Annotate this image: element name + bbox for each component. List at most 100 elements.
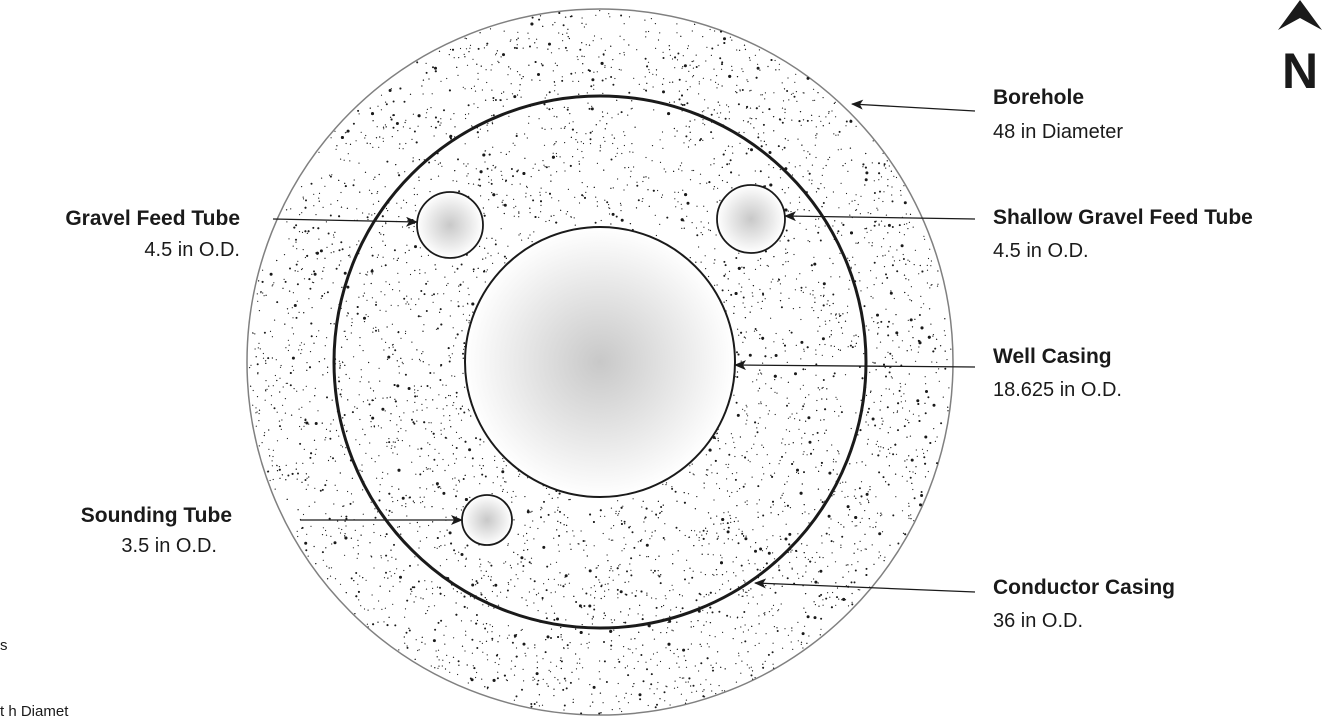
gravel-dot (854, 199, 856, 202)
gravel-dot (772, 500, 774, 503)
gravel-dot (642, 180, 644, 183)
gravel-dot (313, 439, 316, 441)
gravel-dot (806, 454, 808, 456)
gravel-dot (413, 225, 415, 228)
gravel-dot (604, 199, 606, 201)
gravel-dot (558, 32, 560, 34)
gravel-dot (906, 350, 908, 352)
gravel-dot (325, 513, 327, 515)
gravel-dot (453, 57, 455, 59)
gravel-dot (825, 323, 827, 325)
gravel-dot (550, 661, 552, 663)
gravel-dot (837, 230, 840, 233)
gravel-dot (828, 112, 830, 114)
gravel-dot (867, 212, 869, 214)
gravel-dot (751, 670, 754, 672)
gravel-dot (434, 159, 436, 162)
gravel-dot (778, 63, 781, 65)
gravel-dot (918, 420, 921, 422)
gravel-dot (415, 210, 417, 212)
gravel-dot (779, 177, 782, 179)
gravel-dot (372, 399, 374, 401)
gravel-dot (502, 488, 504, 491)
gravel-dot (326, 479, 328, 482)
gravel-dot (723, 42, 726, 44)
gravel-dot (469, 496, 471, 498)
gravel-dot (757, 259, 759, 261)
gravel-dot (744, 410, 746, 412)
gravel-dot (824, 320, 826, 322)
gravel-dot (269, 330, 272, 332)
gravel-dot (454, 375, 456, 377)
gravel-dot (492, 99, 494, 102)
gravel-dot (463, 348, 465, 350)
gravel-dot (377, 329, 380, 331)
gravel-dot (563, 596, 565, 598)
gravel-dot (651, 597, 653, 599)
gravel-dot (632, 652, 634, 654)
gravel-dot (405, 631, 408, 634)
gravel-dot (392, 346, 394, 348)
gravel-dot (417, 649, 419, 652)
gravel-dot (898, 224, 901, 227)
gravel-dot (698, 65, 700, 67)
gravel-dot (854, 489, 856, 491)
gravel-dot (675, 206, 677, 208)
gravel-dot (381, 477, 383, 479)
gravel-dot (714, 248, 716, 250)
gravel-dot (764, 298, 766, 300)
gravel-dot (854, 543, 856, 545)
gravel-dot (692, 75, 695, 77)
gravel-dot (482, 604, 484, 606)
gravel-dot (778, 278, 780, 280)
gravel-dot (728, 118, 730, 120)
gravel-dot (709, 229, 712, 232)
gravel-dot (289, 372, 292, 374)
gravel-dot (495, 54, 497, 56)
gravel-dot (449, 415, 451, 417)
gravel-dot (506, 194, 508, 196)
gravel-dot (403, 412, 405, 414)
gravel-dot (555, 152, 558, 155)
gravel-dot (491, 192, 493, 194)
gravel-dot (828, 122, 831, 124)
gravel-dot (494, 99, 497, 101)
gravel-dot (859, 213, 862, 215)
gravel-dot (419, 247, 421, 249)
gravel-dot (786, 361, 788, 363)
gravel-dot (588, 633, 590, 635)
gravel-dot (440, 122, 442, 124)
gravel-dot (315, 563, 317, 565)
gravel-dot (677, 656, 679, 658)
gravel-dot (465, 48, 468, 50)
gravel-dot (664, 523, 666, 525)
gravel-dot (376, 256, 378, 258)
gravel-dot (446, 77, 448, 80)
gravel-dot (772, 167, 775, 169)
gravel-dot (688, 677, 691, 680)
gravel-dot (300, 416, 302, 419)
gravel-dot (651, 160, 653, 162)
gravel-dot (742, 590, 745, 592)
gravel-dot (592, 685, 596, 689)
gravel-dot (888, 465, 891, 467)
gravel-dot (818, 218, 820, 220)
gravel-dot (599, 692, 602, 694)
gravel-dot (563, 709, 565, 711)
gravel-dot (486, 688, 488, 690)
gravel-dot (538, 216, 540, 218)
gravel-dot (620, 520, 623, 522)
gravel-dot (451, 444, 454, 446)
gravel-dot (581, 607, 583, 609)
gravel-dot (464, 386, 466, 388)
gravel-dot (818, 188, 820, 190)
gravel-dot (541, 599, 544, 601)
gravel-dot (670, 609, 672, 611)
gravel-dot (818, 605, 820, 607)
gravel-dot (297, 535, 299, 538)
gravel-dot (910, 458, 914, 462)
gravel-dot (887, 334, 890, 337)
gravel-dot (569, 164, 572, 167)
gravel-dot (815, 225, 817, 227)
gravel-dot (341, 248, 344, 251)
